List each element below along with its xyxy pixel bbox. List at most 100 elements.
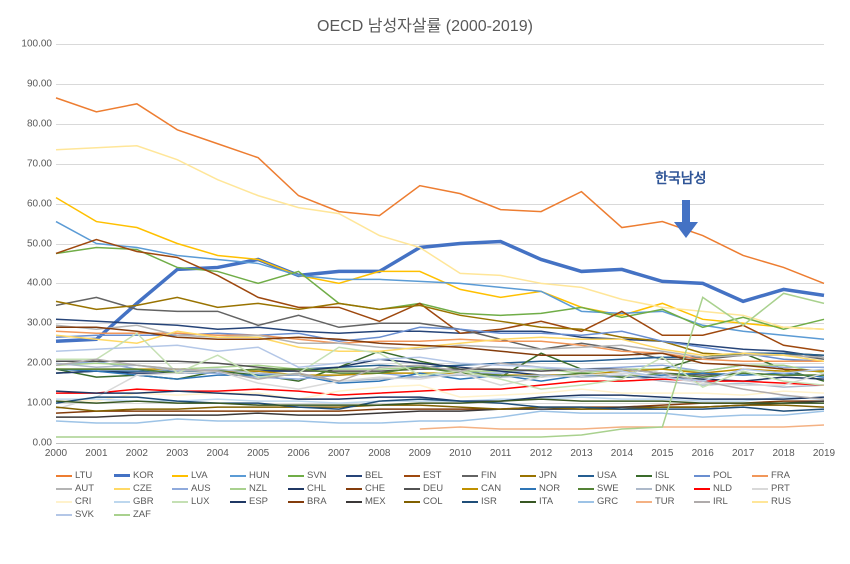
chart-title: OECD 남성자살률 (2000-2019) (18, 12, 832, 36)
legend-label: FIN (481, 470, 496, 481)
legend-label: POL (713, 470, 732, 481)
legend-swatch (230, 501, 246, 503)
legend-swatch (404, 488, 420, 490)
x-tick: 2004 (207, 448, 229, 459)
legend-item-AUS: AUS (172, 483, 230, 494)
y-tick: 90.00 (27, 78, 52, 89)
legend-label: CHE (365, 483, 385, 494)
legend-label: ISL (655, 470, 669, 481)
legend-label: NLD (713, 483, 732, 494)
x-tick: 2015 (651, 448, 673, 459)
y-tick: 80.00 (27, 118, 52, 129)
legend-swatch (114, 514, 130, 516)
annotation-arrow (674, 200, 698, 238)
legend-label: KOR (133, 470, 154, 481)
legend-label: BEL (365, 470, 383, 481)
legend-label: BRA (307, 496, 327, 507)
legend-label: ZAF (133, 509, 151, 520)
legend-swatch (56, 488, 72, 490)
y-tick: 100.00 (21, 39, 52, 50)
x-tick: 2009 (409, 448, 431, 459)
legend-item-POL: POL (694, 470, 752, 481)
legend-swatch (636, 488, 652, 490)
x-tick: 2010 (449, 448, 471, 459)
legend-label: SVK (75, 509, 94, 520)
legend-label: ISR (481, 496, 497, 507)
plot-area: 0.0010.0020.0030.0040.0050.0060.0070.008… (56, 44, 824, 444)
legend-label: EST (423, 470, 441, 481)
legend-item-SVK: SVK (56, 509, 114, 520)
legend-item-LTU: LTU (56, 470, 114, 481)
series-AUT (56, 325, 824, 357)
legend-swatch (578, 475, 594, 477)
legend-item-PRT: PRT (752, 483, 810, 494)
legend-swatch (636, 501, 652, 503)
legend-item-AUT: AUT (56, 483, 114, 494)
legend-label: SWE (597, 483, 619, 494)
legend-item-DEU: DEU (404, 483, 462, 494)
y-tick: 60.00 (27, 198, 52, 209)
legend-swatch (346, 501, 362, 503)
legend-item-HUN: HUN (230, 470, 288, 481)
x-tick: 2011 (490, 448, 512, 459)
x-tick: 2013 (570, 448, 592, 459)
legend-swatch (752, 501, 768, 503)
legend-item-TUR: TUR (636, 496, 694, 507)
legend-label: RUS (771, 496, 791, 507)
legend-item-SWE: SWE (578, 483, 636, 494)
legend-swatch (114, 501, 130, 503)
legend-item-NZL: NZL (230, 483, 288, 494)
y-tick: 20.00 (27, 358, 52, 369)
legend-label: ITA (539, 496, 553, 507)
legend-swatch (346, 488, 362, 490)
legend-label: HUN (249, 470, 270, 481)
legend-swatch (520, 475, 536, 477)
x-tick: 2000 (45, 448, 67, 459)
legend-item-BEL: BEL (346, 470, 404, 481)
legend-swatch (172, 501, 188, 503)
legend-swatch (56, 475, 72, 477)
legend-swatch (694, 488, 710, 490)
x-tick: 2017 (732, 448, 754, 459)
legend-swatch (346, 475, 362, 477)
legend-swatch (752, 488, 768, 490)
legend-swatch (288, 488, 304, 490)
annotation-label: 한국남성 (655, 168, 707, 188)
series-GRC (56, 411, 824, 423)
legend-item-GBR: GBR (114, 496, 172, 507)
legend-swatch (462, 501, 478, 503)
legend-label: SVN (307, 470, 327, 481)
x-axis: 2000200120022003200420052006200720082009… (56, 444, 824, 466)
legend-swatch (56, 501, 72, 503)
legend-swatch (56, 514, 72, 516)
legend-label: NZL (249, 483, 267, 494)
legend-label: FRA (771, 470, 790, 481)
legend-item-NOR: NOR (520, 483, 578, 494)
y-tick: 50.00 (27, 238, 52, 249)
legend-label: PRT (771, 483, 790, 494)
legend-swatch (462, 475, 478, 477)
legend-label: MEX (365, 496, 386, 507)
legend-item-MEX: MEX (346, 496, 404, 507)
x-tick: 2007 (328, 448, 350, 459)
legend-swatch (172, 475, 188, 477)
legend-item-IRL: IRL (694, 496, 752, 507)
legend-item-CZE: CZE (114, 483, 172, 494)
legend-item-CRI: CRI (56, 496, 114, 507)
x-tick: 2006 (287, 448, 309, 459)
legend-label: AUT (75, 483, 94, 494)
legend-item-LUX: LUX (172, 496, 230, 507)
legend-item-ZAF: ZAF (114, 509, 172, 520)
legend-item-GRC: GRC (578, 496, 636, 507)
y-tick: 10.00 (27, 398, 52, 409)
legend-label: COL (423, 496, 443, 507)
x-tick: 2005 (247, 448, 269, 459)
legend-item-CAN: CAN (462, 483, 520, 494)
legend-swatch (172, 488, 188, 490)
legend-item-ISL: ISL (636, 470, 694, 481)
legend-swatch (288, 475, 304, 477)
legend-label: DNK (655, 483, 675, 494)
legend-label: CRI (75, 496, 91, 507)
y-tick: 0.00 (33, 438, 52, 449)
legend-item-SVN: SVN (288, 470, 346, 481)
